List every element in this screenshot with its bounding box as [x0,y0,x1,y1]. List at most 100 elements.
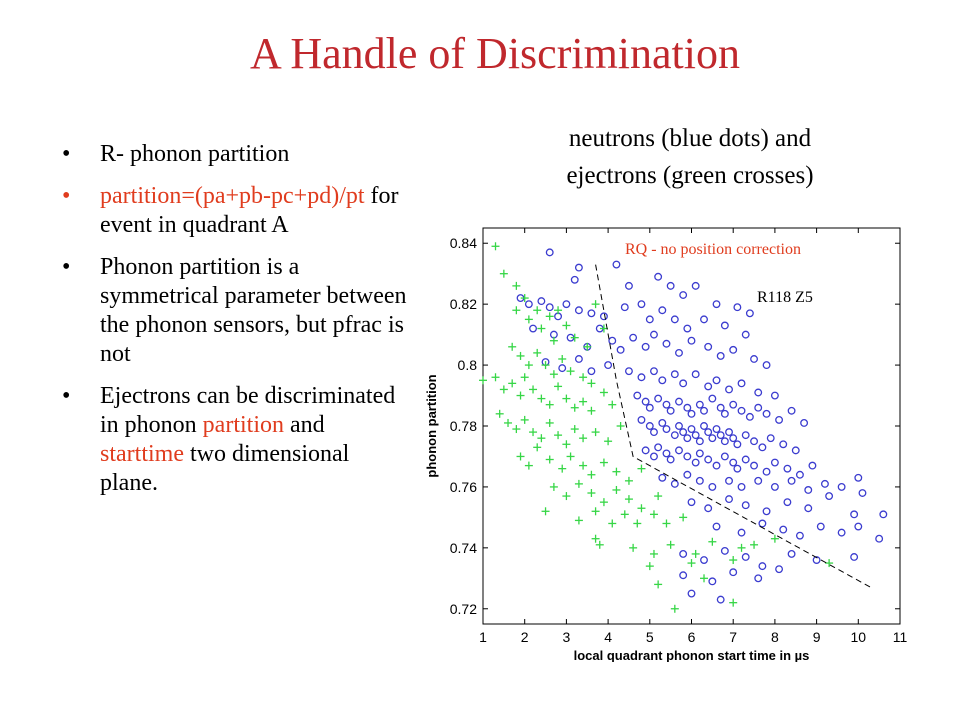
x-tick-label: 8 [771,629,779,645]
ejectron-point [574,516,583,525]
neutron-point [875,534,884,543]
neutron-point [750,355,758,363]
neutron-point [645,403,654,412]
ejectron-point [599,498,608,507]
neutron-point [524,300,533,309]
ejectron-point [562,492,571,501]
neutron-point [683,452,692,461]
neutron-point [574,263,583,272]
ejectron-point [570,333,579,342]
ejectron-point [608,400,617,409]
neutron-point [624,367,633,376]
neutron-point [762,507,771,516]
neutron-point [741,330,750,339]
neutron-point [641,446,650,455]
neutron-point [675,348,683,357]
ejectron-point [595,540,604,549]
ejectron-point [524,361,533,370]
neutron-point [708,482,717,491]
ejectron-point [512,425,521,434]
neutron-point [762,467,771,476]
cut-line [595,264,872,588]
ejectron-point [558,354,567,363]
ejectron-point [729,598,738,607]
neutron-point [725,385,733,394]
ejectron-point [654,492,663,501]
y-tick-label: 0.78 [450,418,477,434]
neutron-point [670,315,679,324]
neutron-point [641,342,650,351]
neutron-point [795,470,804,479]
neutron-point [620,303,629,312]
neutron-point [691,458,700,467]
ejectron-point [495,409,504,418]
neutron-point [837,528,846,537]
bullet-glyph: • [62,183,71,209]
neutron-point [837,482,846,491]
neutron-point [708,394,717,403]
neutron-point [662,449,671,458]
neutron-point [687,336,696,345]
ejectron-point [520,294,529,303]
neutron-point [720,437,729,446]
ejectron-point [608,519,617,528]
y-tick-label: 0.8 [458,357,478,373]
neutron-point [695,476,704,485]
ejectron-point [549,482,558,491]
x-tick-label: 4 [604,629,612,645]
ejectron-point [541,361,550,370]
ejectron-point [566,367,575,376]
ejectron-point [825,559,834,568]
neutron-point [729,400,738,409]
ejectron-point [508,342,517,351]
neutron-point [670,370,679,379]
neutron-point [558,364,567,373]
ejectron-point [591,534,600,543]
neutron-point [737,482,746,491]
neutron-point [537,297,546,306]
neutron-point [629,333,638,342]
neutron-point [733,303,742,312]
ejectron-point [508,379,517,388]
ejectron-point [512,306,521,315]
neutron-point [791,446,800,455]
bullet-text: partition [202,412,284,438]
neutron-point [762,361,771,370]
bullet-text: partition=(pa+pb-pc+pd)/pt [100,183,365,209]
ejectron-point [579,397,588,406]
neutron-point [666,455,675,464]
bullet-item: • R- phonon partition [62,140,407,169]
bullet-text: Ejectrons can be discriminated in phonon [100,383,396,438]
x-tick-label: 3 [563,629,571,645]
neutron-point [574,355,583,363]
neutron-point [545,303,554,312]
ejectron-point [491,373,500,382]
ejectron-point [524,315,533,324]
ejectron-point [629,543,638,552]
neutron-point [670,479,679,488]
ejectron-point [579,434,588,443]
ejectron-point [562,440,571,449]
neutron-point [683,434,692,443]
ejectron-point [533,306,542,315]
y-tick-label: 0.74 [450,540,477,556]
neutron-point [637,373,646,382]
neutron-point [729,568,738,577]
neutron-point [683,324,692,333]
ejectron-point [529,428,538,437]
ejectron-point [558,464,567,473]
ejectron-point [612,467,621,476]
neutron-point [704,428,713,437]
ejectron-point [620,510,629,519]
neutron-point [650,428,658,437]
ejectron-point [570,425,579,434]
neutron-point [712,461,721,470]
neutron-point [675,446,683,455]
bullet-text: R- phonon partition [100,141,290,167]
ejectron-point [604,437,613,446]
ejectron-point [700,574,709,583]
neutron-point [662,425,671,433]
neutron-point [691,281,700,290]
neutron-point [741,553,750,561]
neutron-point [729,434,738,443]
